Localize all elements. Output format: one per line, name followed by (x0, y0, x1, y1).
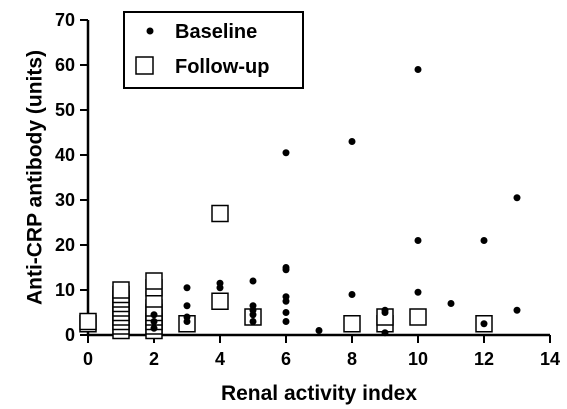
y-tick-label: 10 (55, 280, 75, 300)
x-tick-label: 2 (149, 349, 159, 369)
x-tick-label: 12 (474, 349, 494, 369)
baseline-point (414, 288, 422, 296)
baseline-point (381, 329, 389, 337)
baseline-point (282, 318, 290, 325)
axes: 0 2 4 6 8 10 12 14 0 10 20 30 40 50 60 70 (55, 10, 560, 369)
baseline-point (381, 306, 389, 314)
y-tick-label: 30 (55, 190, 75, 210)
x-tick-label: 4 (215, 349, 225, 369)
follow-up-point (343, 315, 361, 333)
y-tick-label: 50 (55, 100, 75, 120)
x-tick-label: 8 (347, 349, 357, 369)
x-tick-label: 10 (408, 349, 428, 369)
x-tick-label: 6 (281, 349, 291, 369)
baseline-point (183, 284, 191, 292)
legend-label-follow-up: Follow-up (175, 56, 269, 78)
y-axis-title: Anti-CRP antibody (units) (23, 50, 46, 305)
follow-up-point (211, 292, 229, 310)
baseline-point (249, 318, 257, 325)
baseline-point (249, 277, 257, 285)
baseline-point (480, 320, 488, 328)
follow-up-point (409, 308, 427, 326)
x-tick-label: 0 (83, 349, 93, 369)
legend: Baseline Follow-up (123, 11, 304, 89)
baseline-point (282, 264, 290, 271)
baseline-point (183, 302, 191, 310)
data-points (79, 66, 521, 340)
follow-up-point (79, 312, 97, 331)
y-tick-label: 70 (55, 10, 75, 30)
baseline-point (249, 302, 257, 310)
baseline-point (150, 324, 158, 332)
baseline-point (348, 291, 356, 298)
follow-up-point (112, 281, 130, 299)
baseline-point (150, 311, 158, 319)
baseline-point (282, 149, 290, 157)
follow-up-point (211, 204, 229, 223)
baseline-point (414, 66, 422, 73)
x-axis-title: Renal activity index (221, 382, 417, 405)
y-tick-label: 20 (55, 235, 75, 255)
baseline-point (183, 313, 191, 321)
legend-marker-follow-up (135, 56, 154, 75)
baseline-point (348, 138, 356, 145)
baseline-point (447, 300, 455, 307)
baseline-point (480, 237, 488, 244)
y-tick-label: 0 (65, 325, 75, 345)
baseline-point (513, 306, 521, 314)
y-tick-label: 60 (55, 55, 75, 75)
baseline-point (513, 194, 521, 202)
baseline-point (414, 237, 422, 244)
y-tick-label: 40 (55, 145, 75, 165)
x-tick-label: 14 (540, 349, 560, 369)
baseline-point (216, 279, 224, 287)
baseline-point (315, 327, 323, 334)
baseline-point (150, 318, 158, 325)
legend-label-baseline: Baseline (175, 21, 257, 43)
baseline-point (282, 293, 290, 301)
legend-marker-baseline (146, 27, 154, 35)
legend-box (123, 11, 304, 89)
baseline-point (282, 309, 290, 316)
follow-up-point (145, 272, 163, 290)
